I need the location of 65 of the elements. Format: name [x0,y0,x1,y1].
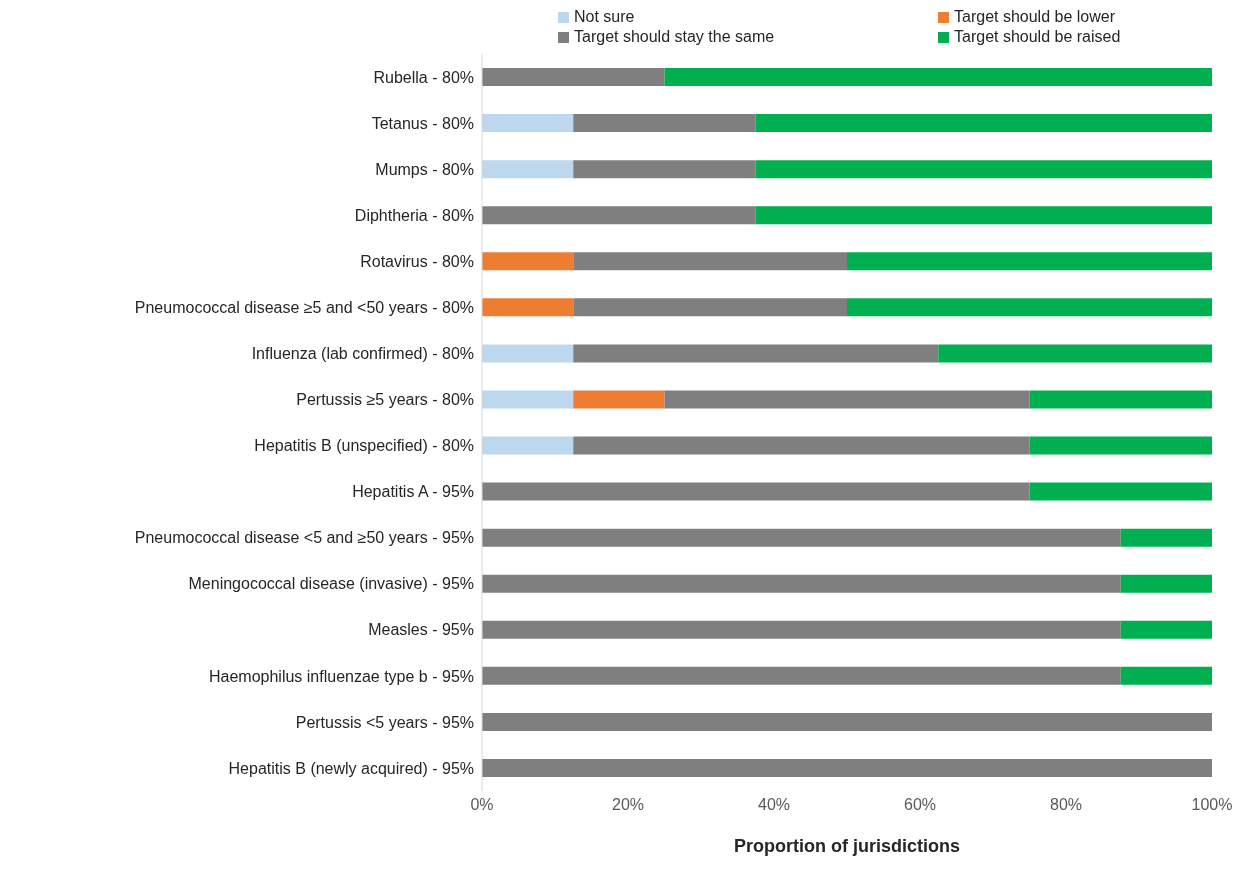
legend-label: Target should stay the same [574,28,775,46]
y-tick-label: Haemophilus influenzae type b - 95% [208,667,474,685]
bar [938,344,1212,363]
bar [573,160,756,179]
y-tick-label: Pneumococcal disease <5 and ≥50 years - 95% [134,529,474,547]
y-tick-label: Hepatitis A - 95% [352,483,474,501]
y-tick-label: Hepatitis B (newly acquired) - 95% [228,759,474,777]
bar [482,344,574,363]
bar [573,436,1030,455]
legend-label: Target should be raised [954,28,1121,46]
bar [573,390,665,409]
bar [482,114,574,133]
bar [482,620,1121,639]
y-tick-label: Pneumococcal disease ≥5 and <50 years - 80% [134,299,474,317]
bar [482,390,574,409]
bar [482,666,1121,685]
bar [1120,574,1212,593]
bar [847,298,1212,317]
bar [1029,482,1212,501]
y-tick-label: Diphtheria - 80% [354,206,474,224]
x-tick-label: 100% [1191,796,1233,814]
bar [482,68,665,86]
bar [1120,620,1212,639]
y-tick-label: Pertussis ≥5 years - 80% [296,391,474,409]
y-tick-label: Hepatitis B (unspecified) - 80% [254,437,474,455]
bar [1029,390,1212,409]
bar [573,298,847,317]
x-tick-label: 20% [611,796,645,814]
bar [755,206,1212,225]
bar [482,206,756,225]
bar [482,528,1121,547]
bar [1029,436,1212,455]
bar [573,344,939,363]
bar [1120,528,1212,547]
bar [482,712,1212,731]
bar [482,298,574,317]
bar [482,436,574,455]
bar [482,252,574,271]
y-tick-label: Pertussis <5 years - 95% [295,713,474,731]
bar [755,114,1212,133]
x-tick-label: 40% [757,796,791,814]
y-tick-label: Influenza (lab confirmed) - 80% [251,345,474,363]
bar [482,160,574,179]
bar [847,252,1212,271]
y-tick-label: Rotavirus - 80% [360,252,474,270]
y-tick-label: Meningococcal disease (invasive) - 95% [188,575,474,593]
y-tick-label: Measles - 95% [368,621,474,639]
x-tick-label: 60% [903,796,937,814]
bar [573,114,756,133]
bar [482,482,1030,501]
x-tick-label: 0% [470,796,494,814]
bar [1120,666,1212,685]
bar [482,758,1212,777]
y-tick-label: Rubella - 80% [373,68,474,86]
bar [755,160,1212,179]
bar [664,390,1030,409]
x-axis-title: Proportion of jurisdictions [733,836,961,857]
y-tick-label: Tetanus - 80% [371,114,474,132]
legend-label: Target should be lower [954,8,1115,26]
bar [573,252,847,271]
y-tick-label: Mumps - 80% [375,160,474,178]
bar [664,68,1212,86]
x-tick-label: 80% [1049,796,1083,814]
bar [482,574,1121,593]
legend-label: Not sure [574,8,635,26]
